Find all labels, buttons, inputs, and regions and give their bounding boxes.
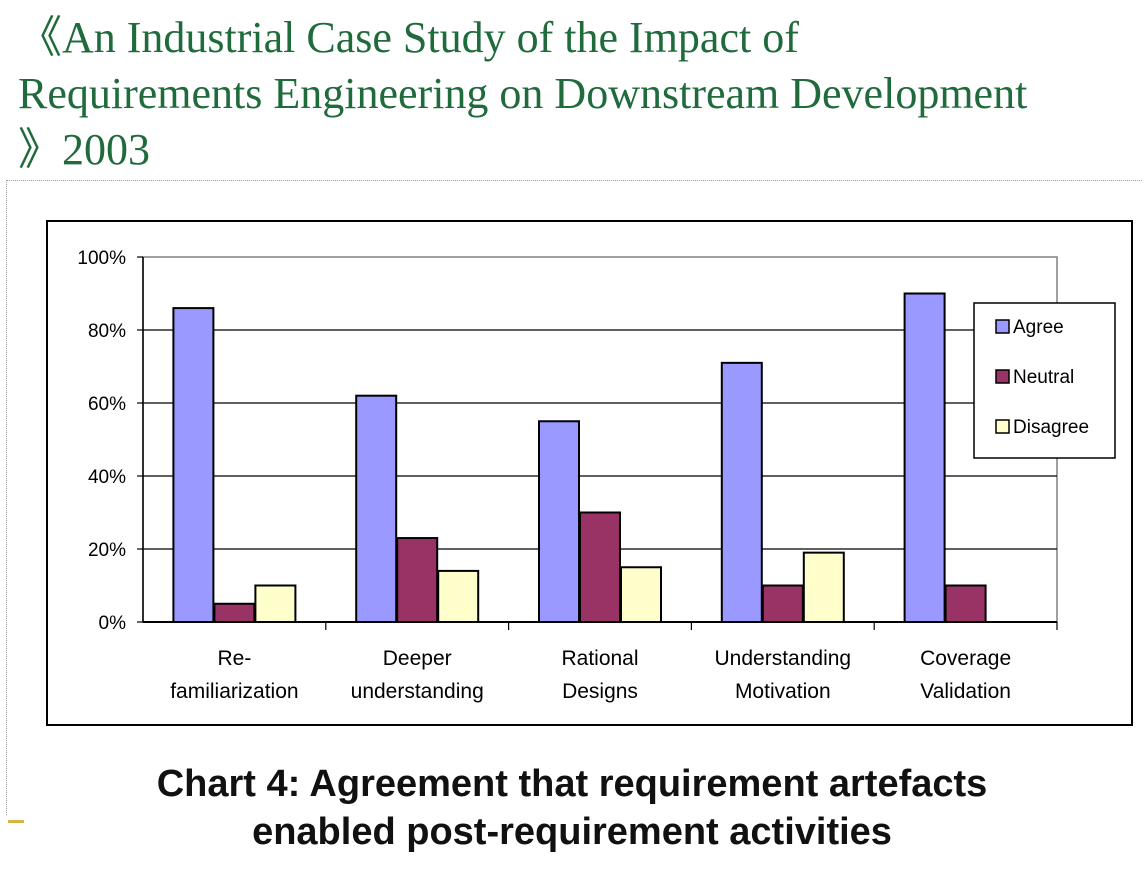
bar-agree xyxy=(903,292,946,623)
slide-title-line: Requirements Engineering on Downstream D… xyxy=(18,69,1028,118)
chart-caption-line: Chart 4: Agreement that requirement arte… xyxy=(156,763,988,805)
y-tick-label: 20% xyxy=(88,540,126,561)
bar-disagree xyxy=(620,566,662,623)
legend-swatch xyxy=(995,319,1010,334)
bar-disagree xyxy=(254,584,297,623)
y-tick-label: 100% xyxy=(77,248,126,269)
legend-entry: Neutral xyxy=(1013,367,1074,388)
bar-agree xyxy=(355,394,398,624)
bar-neutral xyxy=(213,602,256,623)
legend-entry: Agree xyxy=(1013,317,1064,338)
x-tick-label: Motivation xyxy=(735,680,831,703)
legend-swatch xyxy=(995,369,1010,384)
bar-neutral xyxy=(944,584,987,623)
x-tick-label: Validation xyxy=(920,680,1011,703)
x-tick-label: understanding xyxy=(351,680,484,703)
y-tick-label: 80% xyxy=(88,321,126,342)
legend-swatch xyxy=(995,419,1010,434)
bar-disagree xyxy=(437,569,480,624)
slide-title: 《An Industrial Case Study of the Impact … xyxy=(18,10,1138,178)
x-tick-label: Re- xyxy=(217,647,251,670)
bar-neutral xyxy=(761,584,804,623)
legend-entry: Disagree xyxy=(1013,417,1089,438)
slide-marker xyxy=(8,820,24,823)
chart-caption: Chart 4: Agreement that requirement arte… xyxy=(0,760,1144,856)
y-tick-label: 0% xyxy=(99,613,127,634)
x-tick-label: Coverage xyxy=(920,647,1011,670)
x-tick-label: Deeper xyxy=(383,647,452,670)
x-tick-label: Designs xyxy=(562,680,638,703)
x-tick-label: Rational xyxy=(561,647,638,670)
chart-caption-line: enabled post-requirement activities xyxy=(252,811,892,853)
bar-agree xyxy=(720,361,763,623)
x-tick-label: familiarization xyxy=(170,680,298,703)
bar-agree xyxy=(172,307,215,623)
bar-disagree xyxy=(802,551,845,624)
y-tick-label: 60% xyxy=(88,394,126,415)
bar-agree xyxy=(538,420,580,623)
slide-title-line: 》2003 xyxy=(18,125,150,174)
y-tick-label: 40% xyxy=(88,467,126,488)
bar-neutral xyxy=(396,537,439,623)
frame-top-dotted-line xyxy=(6,180,1142,181)
x-tick-label: Understanding xyxy=(715,647,852,670)
slide-title-line: 《An Industrial Case Study of the Impact … xyxy=(18,13,799,62)
frame-left-dotted-line xyxy=(6,180,7,815)
bar-neutral xyxy=(579,511,621,623)
